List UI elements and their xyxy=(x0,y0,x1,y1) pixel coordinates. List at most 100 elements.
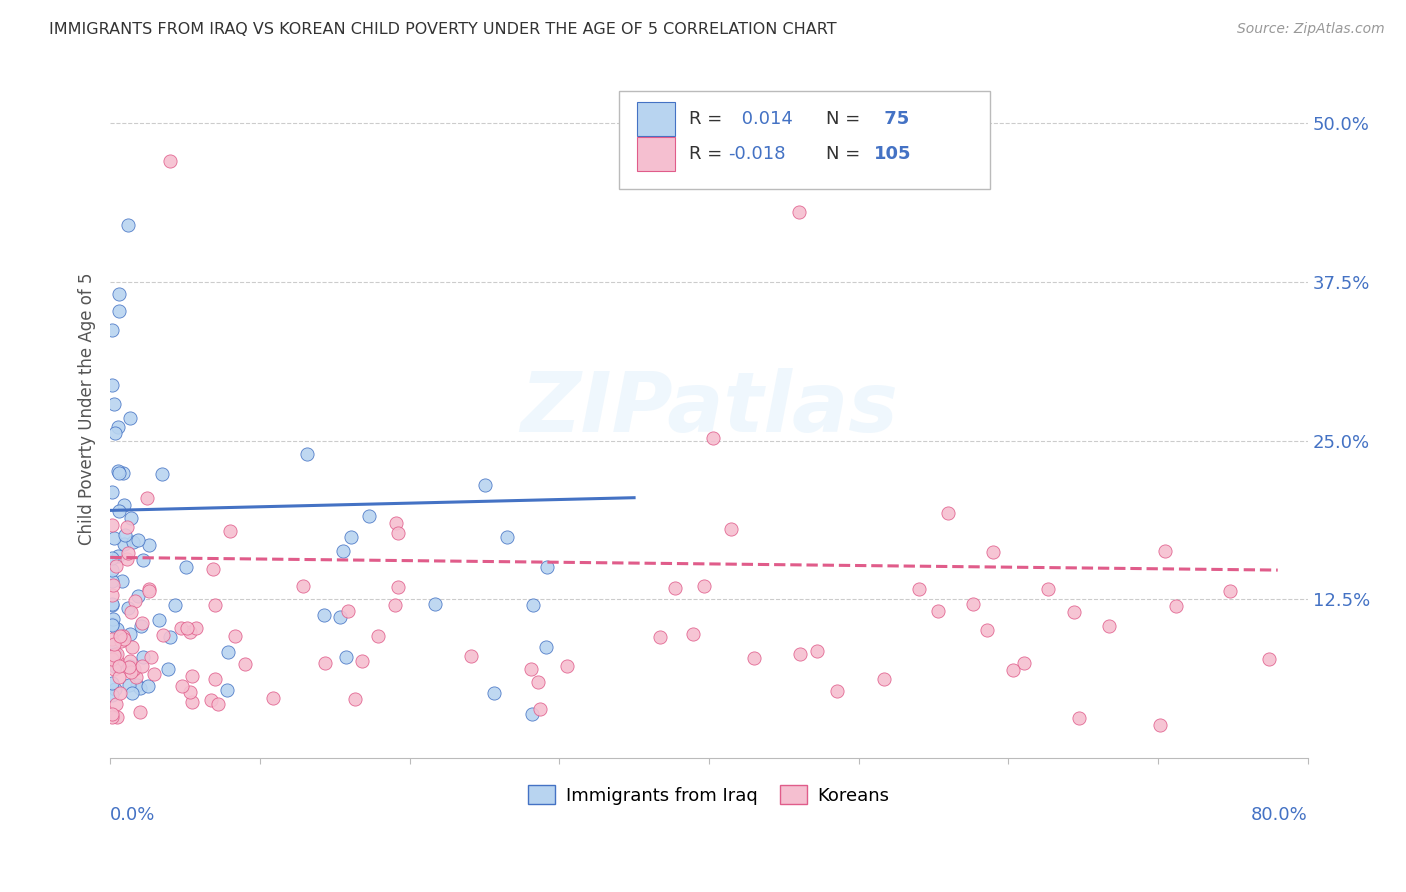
Point xyxy=(202,561,225,575)
Point xyxy=(131,649,153,664)
Point xyxy=(224,629,246,643)
Point xyxy=(650,631,672,645)
Point xyxy=(100,518,122,533)
Point xyxy=(100,484,122,499)
Point xyxy=(474,478,496,492)
Point xyxy=(117,600,139,615)
Point xyxy=(107,287,129,301)
Point xyxy=(100,597,122,611)
Point xyxy=(105,622,128,636)
Point xyxy=(150,467,173,481)
Point xyxy=(219,524,242,538)
Point xyxy=(124,593,146,607)
Point xyxy=(111,574,134,588)
Point xyxy=(1149,718,1171,732)
Point xyxy=(387,580,409,594)
Point xyxy=(295,447,318,461)
Point xyxy=(110,629,132,643)
Legend: Immigrants from Iraq, Koreans: Immigrants from Iraq, Koreans xyxy=(522,778,897,812)
Point xyxy=(981,545,1004,559)
Point xyxy=(534,640,557,654)
Point xyxy=(742,651,765,665)
Point xyxy=(148,613,170,627)
Point xyxy=(350,654,373,668)
Point xyxy=(163,599,186,613)
FancyBboxPatch shape xyxy=(637,137,675,171)
Point xyxy=(1036,582,1059,596)
Point xyxy=(131,659,153,673)
Point xyxy=(108,504,131,518)
Point xyxy=(207,698,229,712)
Point xyxy=(529,702,551,716)
Point xyxy=(101,612,124,626)
Point xyxy=(112,498,135,512)
Point xyxy=(100,599,122,613)
Point xyxy=(522,707,544,722)
Point xyxy=(873,672,896,686)
Point xyxy=(527,675,550,690)
Point xyxy=(204,672,226,686)
Point xyxy=(138,584,160,599)
Point xyxy=(1098,619,1121,633)
Point xyxy=(100,653,122,667)
Text: R =: R = xyxy=(689,145,727,163)
Point xyxy=(787,205,810,219)
Point xyxy=(141,649,163,664)
Point xyxy=(104,658,127,673)
Point xyxy=(104,697,127,711)
Point xyxy=(100,632,122,647)
Point xyxy=(121,686,143,700)
Point xyxy=(359,509,381,524)
Point xyxy=(120,605,142,619)
Point xyxy=(103,532,125,546)
Point xyxy=(176,621,198,635)
Point xyxy=(132,553,155,567)
Text: 80.0%: 80.0% xyxy=(1251,806,1308,824)
Point xyxy=(125,670,148,684)
Point xyxy=(384,598,406,612)
Text: 105: 105 xyxy=(875,145,911,163)
Point xyxy=(1164,599,1187,613)
Point xyxy=(100,706,122,721)
Point xyxy=(682,627,704,641)
Text: N =: N = xyxy=(827,145,866,163)
FancyBboxPatch shape xyxy=(637,102,675,136)
Point xyxy=(138,538,160,552)
Point xyxy=(291,579,314,593)
Point xyxy=(555,659,578,673)
Point xyxy=(314,656,336,670)
Point xyxy=(101,638,124,652)
Point xyxy=(233,657,256,672)
Point xyxy=(129,681,152,696)
Point xyxy=(101,675,124,690)
Point xyxy=(103,648,125,663)
Point xyxy=(181,696,204,710)
Text: -0.018: -0.018 xyxy=(728,145,786,163)
Point xyxy=(693,579,716,593)
Point xyxy=(976,623,998,637)
Point xyxy=(217,644,239,658)
Point xyxy=(117,218,139,232)
Point xyxy=(107,420,129,434)
Point xyxy=(100,588,122,602)
Point xyxy=(159,154,181,169)
Point xyxy=(200,693,222,707)
Point xyxy=(337,604,360,618)
Text: IMMIGRANTS FROM IRAQ VS KOREAN CHILD POVERTY UNDER THE AGE OF 5 CORRELATION CHAR: IMMIGRANTS FROM IRAQ VS KOREAN CHILD POV… xyxy=(49,22,837,37)
Point xyxy=(484,686,506,700)
Point xyxy=(105,647,128,661)
Point xyxy=(344,692,367,706)
Point xyxy=(117,546,139,560)
Point xyxy=(118,678,141,692)
Point xyxy=(262,691,284,706)
Point xyxy=(127,533,149,548)
Point xyxy=(1154,544,1177,558)
Point xyxy=(100,322,122,336)
Point xyxy=(104,426,127,441)
Point xyxy=(118,626,141,640)
Point xyxy=(142,667,165,681)
Point xyxy=(496,530,519,544)
Point xyxy=(332,544,354,558)
Point xyxy=(100,689,122,703)
Point xyxy=(100,378,122,392)
